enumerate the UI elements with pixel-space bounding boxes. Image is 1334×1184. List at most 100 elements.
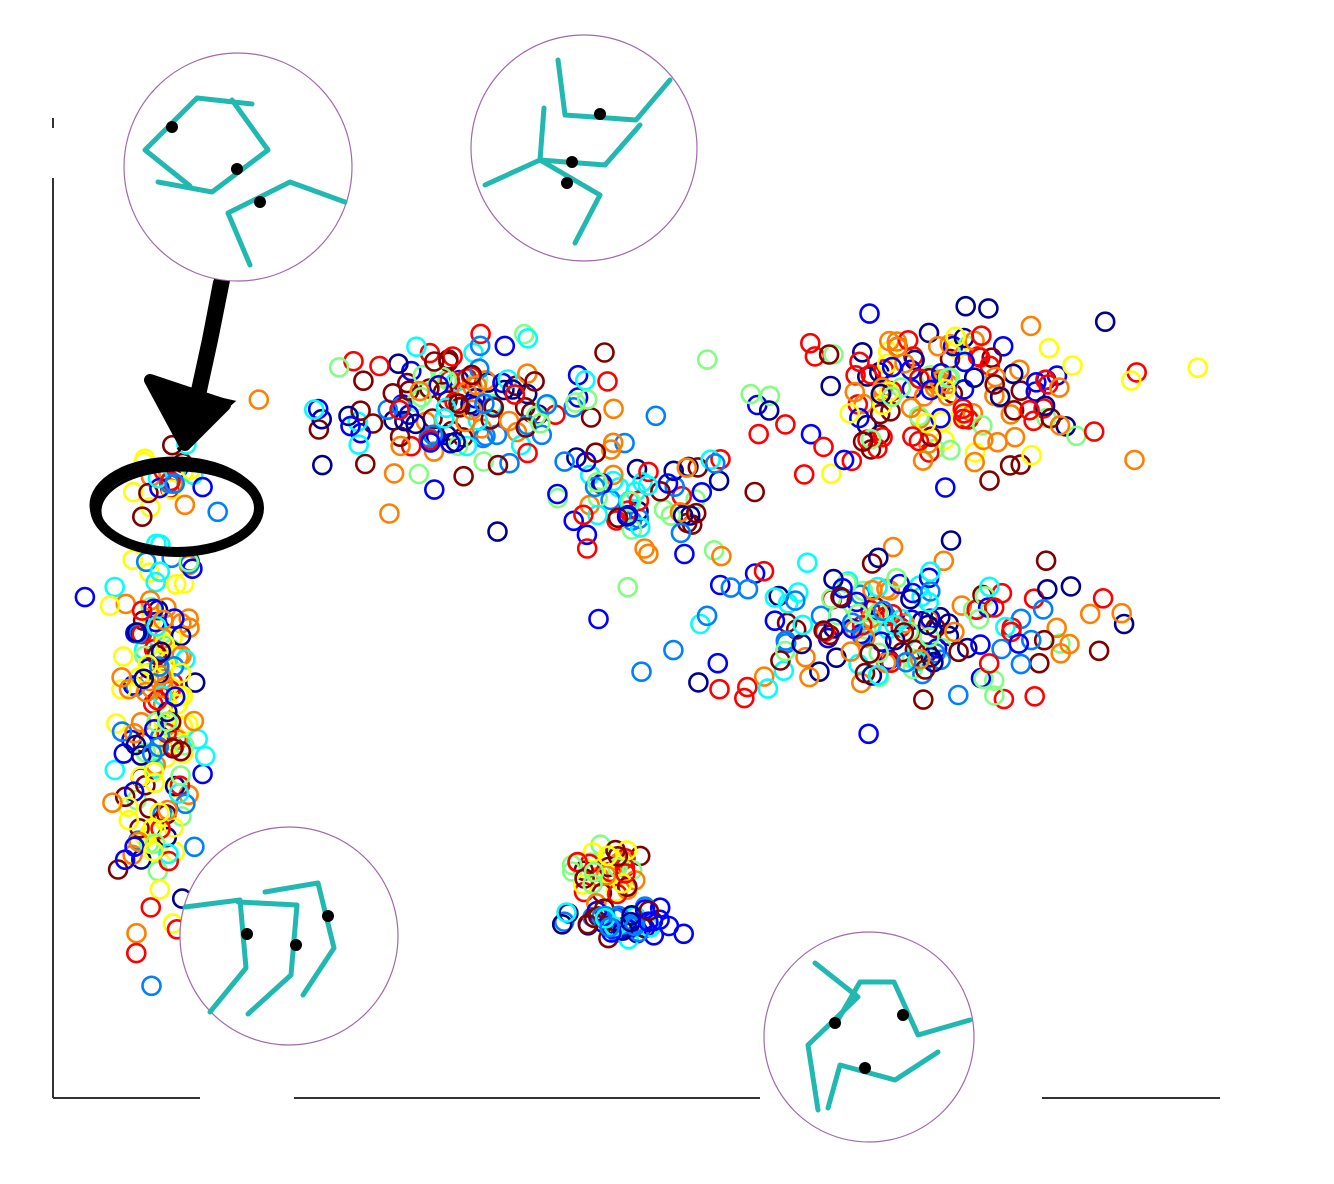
data-point — [919, 581, 941, 602]
data-point — [971, 325, 992, 347]
data-point — [869, 403, 891, 425]
data-point — [348, 434, 370, 455]
data-point — [149, 656, 170, 677]
data-point — [582, 842, 604, 863]
data-point — [1021, 444, 1042, 466]
data-point — [398, 380, 420, 402]
data-point — [140, 897, 162, 918]
data-point — [389, 399, 410, 421]
data-point — [597, 371, 618, 392]
data-point — [423, 479, 445, 500]
data-point — [935, 378, 956, 400]
data-point — [124, 722, 145, 744]
data-point — [748, 423, 770, 445]
data-point — [1038, 337, 1060, 359]
data-point — [184, 672, 206, 693]
data-point — [111, 679, 132, 700]
data-point — [799, 666, 820, 688]
data-point — [126, 622, 148, 643]
data-point — [466, 375, 488, 396]
data-point — [149, 802, 170, 824]
data-point — [150, 641, 172, 663]
data-point — [868, 642, 890, 664]
data-point — [709, 574, 731, 596]
data-point — [858, 723, 879, 745]
data-point — [813, 436, 834, 458]
data-point — [162, 737, 184, 759]
data-point — [492, 372, 513, 394]
data-point — [170, 625, 192, 647]
data-point — [434, 408, 455, 429]
data-point — [953, 379, 975, 400]
data-point — [758, 400, 780, 421]
data-point — [994, 616, 1016, 638]
data-point — [934, 477, 956, 498]
data-point — [576, 538, 598, 559]
circled-cluster-annotation — [89, 456, 264, 557]
data-point — [900, 588, 921, 610]
data-point — [469, 335, 491, 357]
data-point — [970, 634, 991, 655]
data-point — [909, 648, 931, 670]
data-point — [615, 863, 636, 884]
data-point — [369, 355, 390, 377]
data-point — [517, 327, 539, 349]
data-point — [1038, 374, 1059, 395]
data-point — [1035, 550, 1057, 572]
data-point — [461, 364, 483, 386]
data-point — [832, 577, 853, 599]
data-point — [637, 475, 659, 496]
data-point — [194, 745, 216, 767]
data-point — [860, 364, 882, 385]
data-point — [599, 916, 620, 938]
data-point — [1008, 633, 1030, 654]
data-point — [710, 448, 731, 470]
data-point — [494, 335, 516, 357]
data-point — [408, 463, 430, 485]
data-point — [474, 393, 495, 415]
data-point — [660, 505, 682, 526]
data-point — [920, 561, 941, 583]
data-point — [839, 402, 861, 424]
pose-joint — [829, 1017, 841, 1029]
data-point — [248, 389, 270, 410]
pose-joint — [166, 121, 178, 133]
data-point — [587, 471, 608, 493]
data-point — [645, 405, 667, 427]
data-point — [172, 685, 194, 707]
data-point — [1187, 357, 1209, 379]
data-point — [126, 942, 147, 964]
data-point — [165, 573, 187, 595]
data-point — [420, 432, 441, 453]
data-point — [311, 454, 333, 476]
data-point — [583, 861, 605, 883]
data-point — [74, 586, 96, 608]
data-point — [551, 913, 573, 935]
data-point — [978, 298, 999, 319]
data-point — [174, 494, 196, 516]
data-point — [1020, 315, 1042, 337]
data-point — [764, 587, 786, 608]
data-point — [972, 429, 994, 451]
data-point — [607, 507, 629, 529]
data-point — [149, 561, 171, 583]
data-point — [775, 414, 796, 435]
data-point — [1092, 587, 1114, 609]
data-point — [442, 346, 463, 367]
data-point — [895, 651, 917, 673]
data-point — [379, 503, 400, 524]
pose-joint — [859, 1062, 871, 1074]
data-point — [192, 763, 213, 785]
data-point — [983, 597, 1005, 618]
data-point — [784, 590, 806, 611]
data-point — [169, 775, 191, 797]
data-point — [124, 836, 145, 858]
data-point — [158, 843, 179, 865]
data-point — [897, 329, 919, 351]
data-point — [859, 303, 880, 324]
data-point — [733, 687, 755, 709]
data-point — [125, 734, 147, 756]
pose-joint — [254, 196, 266, 208]
data-point — [135, 681, 157, 703]
data-point — [720, 577, 742, 598]
